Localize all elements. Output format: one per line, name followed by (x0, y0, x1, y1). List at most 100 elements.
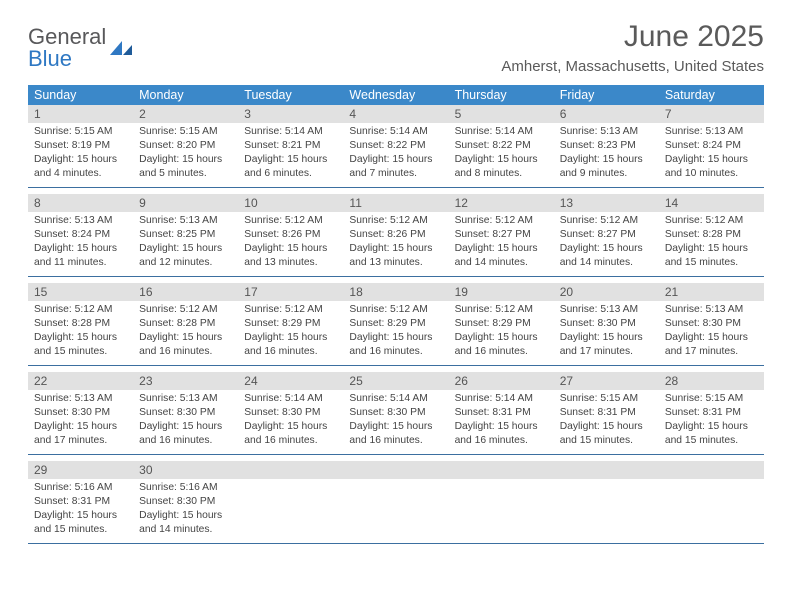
day-number: 27 (554, 372, 659, 390)
sunset-line: Sunset: 8:23 PM (560, 139, 653, 153)
daylight-line: Daylight: 15 hours and 16 minutes. (455, 420, 548, 448)
dow-cell: Saturday (659, 85, 764, 105)
sunrise-line: Sunrise: 5:12 AM (455, 214, 548, 228)
day-body: Sunrise: 5:13 AMSunset: 8:24 PMDaylight:… (28, 212, 133, 276)
day-of-week-header: SundayMondayTuesdayWednesdayThursdayFrid… (28, 85, 764, 105)
day-cell: 7Sunrise: 5:13 AMSunset: 8:24 PMDaylight… (659, 105, 764, 187)
day-body: Sunrise: 5:16 AMSunset: 8:30 PMDaylight:… (133, 479, 238, 543)
sunrise-line: Sunrise: 5:12 AM (244, 303, 337, 317)
day-number: 16 (133, 283, 238, 301)
day-body: Sunrise: 5:13 AMSunset: 8:23 PMDaylight:… (554, 123, 659, 187)
sunset-line: Sunset: 8:29 PM (349, 317, 442, 331)
sunset-line: Sunset: 8:30 PM (34, 406, 127, 420)
sunset-line: Sunset: 8:21 PM (244, 139, 337, 153)
daylight-line: Daylight: 15 hours and 15 minutes. (34, 331, 127, 359)
day-number: 29 (28, 461, 133, 479)
day-body: Sunrise: 5:12 AMSunset: 8:29 PMDaylight:… (343, 301, 448, 365)
sunrise-line: Sunrise: 5:14 AM (455, 125, 548, 139)
sunrise-line: Sunrise: 5:15 AM (560, 392, 653, 406)
day-body: Sunrise: 5:14 AMSunset: 8:21 PMDaylight:… (238, 123, 343, 187)
dow-cell: Wednesday (343, 85, 448, 105)
day-cell: 5Sunrise: 5:14 AMSunset: 8:22 PMDaylight… (449, 105, 554, 187)
day-number: 7 (659, 105, 764, 123)
day-body: Sunrise: 5:13 AMSunset: 8:30 PMDaylight:… (28, 390, 133, 454)
sunset-line: Sunset: 8:30 PM (139, 495, 232, 509)
day-cell (343, 461, 448, 543)
day-body: Sunrise: 5:15 AMSunset: 8:31 PMDaylight:… (659, 390, 764, 454)
daylight-line: Daylight: 15 hours and 13 minutes. (349, 242, 442, 270)
week-row: 15Sunrise: 5:12 AMSunset: 8:28 PMDayligh… (28, 283, 764, 366)
day-number: 17 (238, 283, 343, 301)
day-cell (449, 461, 554, 543)
day-cell: 3Sunrise: 5:14 AMSunset: 8:21 PMDaylight… (238, 105, 343, 187)
sunrise-line: Sunrise: 5:14 AM (349, 392, 442, 406)
daylight-line: Daylight: 15 hours and 16 minutes. (139, 331, 232, 359)
week-row: 1Sunrise: 5:15 AMSunset: 8:19 PMDaylight… (28, 105, 764, 188)
daylight-line: Daylight: 15 hours and 17 minutes. (560, 331, 653, 359)
daylight-line: Daylight: 15 hours and 17 minutes. (34, 420, 127, 448)
day-number: 1 (28, 105, 133, 123)
sunset-line: Sunset: 8:22 PM (349, 139, 442, 153)
location-text: Amherst, Massachusetts, United States (501, 58, 764, 75)
sunrise-line: Sunrise: 5:13 AM (139, 392, 232, 406)
sunrise-line: Sunrise: 5:13 AM (34, 392, 127, 406)
sunset-line: Sunset: 8:22 PM (455, 139, 548, 153)
day-number (659, 461, 764, 479)
day-number: 10 (238, 194, 343, 212)
daylight-line: Daylight: 15 hours and 16 minutes. (349, 331, 442, 359)
day-number (554, 461, 659, 479)
day-body: Sunrise: 5:12 AMSunset: 8:28 PMDaylight:… (659, 212, 764, 276)
sunrise-line: Sunrise: 5:15 AM (665, 392, 758, 406)
sunset-line: Sunset: 8:31 PM (665, 406, 758, 420)
sunrise-line: Sunrise: 5:12 AM (244, 214, 337, 228)
sunrise-line: Sunrise: 5:13 AM (560, 125, 653, 139)
sunset-line: Sunset: 8:31 PM (34, 495, 127, 509)
day-number: 20 (554, 283, 659, 301)
sunrise-line: Sunrise: 5:12 AM (665, 214, 758, 228)
sunrise-line: Sunrise: 5:16 AM (139, 481, 232, 495)
day-body: Sunrise: 5:12 AMSunset: 8:26 PMDaylight:… (238, 212, 343, 276)
header: General Blue June 2025 Amherst, Massachu… (28, 20, 764, 75)
sunset-line: Sunset: 8:31 PM (560, 406, 653, 420)
day-number: 15 (28, 283, 133, 301)
day-cell: 19Sunrise: 5:12 AMSunset: 8:29 PMDayligh… (449, 283, 554, 365)
day-cell: 6Sunrise: 5:13 AMSunset: 8:23 PMDaylight… (554, 105, 659, 187)
day-number: 22 (28, 372, 133, 390)
logo-text: General Blue (28, 26, 106, 70)
weeks-container: 1Sunrise: 5:15 AMSunset: 8:19 PMDaylight… (28, 105, 764, 544)
daylight-line: Daylight: 15 hours and 12 minutes. (139, 242, 232, 270)
day-cell: 26Sunrise: 5:14 AMSunset: 8:31 PMDayligh… (449, 372, 554, 454)
daylight-line: Daylight: 15 hours and 8 minutes. (455, 153, 548, 181)
sunset-line: Sunset: 8:20 PM (139, 139, 232, 153)
sunset-line: Sunset: 8:28 PM (665, 228, 758, 242)
day-body: Sunrise: 5:14 AMSunset: 8:30 PMDaylight:… (343, 390, 448, 454)
sunrise-line: Sunrise: 5:12 AM (560, 214, 653, 228)
week-row: 8Sunrise: 5:13 AMSunset: 8:24 PMDaylight… (28, 194, 764, 277)
day-body: Sunrise: 5:12 AMSunset: 8:28 PMDaylight:… (133, 301, 238, 365)
day-cell: 15Sunrise: 5:12 AMSunset: 8:28 PMDayligh… (28, 283, 133, 365)
daylight-line: Daylight: 15 hours and 17 minutes. (665, 331, 758, 359)
day-cell: 27Sunrise: 5:15 AMSunset: 8:31 PMDayligh… (554, 372, 659, 454)
page-title: June 2025 (501, 20, 764, 54)
sunset-line: Sunset: 8:28 PM (139, 317, 232, 331)
day-body: Sunrise: 5:15 AMSunset: 8:31 PMDaylight:… (554, 390, 659, 454)
logo-sail-icon (108, 39, 134, 57)
daylight-line: Daylight: 15 hours and 13 minutes. (244, 242, 337, 270)
day-body: Sunrise: 5:14 AMSunset: 8:22 PMDaylight:… (449, 123, 554, 187)
day-number: 24 (238, 372, 343, 390)
daylight-line: Daylight: 15 hours and 14 minutes. (455, 242, 548, 270)
day-cell: 16Sunrise: 5:12 AMSunset: 8:28 PMDayligh… (133, 283, 238, 365)
day-cell: 29Sunrise: 5:16 AMSunset: 8:31 PMDayligh… (28, 461, 133, 543)
day-body: Sunrise: 5:12 AMSunset: 8:28 PMDaylight:… (28, 301, 133, 365)
day-body: Sunrise: 5:15 AMSunset: 8:19 PMDaylight:… (28, 123, 133, 187)
sunset-line: Sunset: 8:27 PM (560, 228, 653, 242)
sunrise-line: Sunrise: 5:12 AM (349, 214, 442, 228)
sunset-line: Sunset: 8:19 PM (34, 139, 127, 153)
day-number: 14 (659, 194, 764, 212)
day-body: Sunrise: 5:13 AMSunset: 8:30 PMDaylight:… (659, 301, 764, 365)
day-number: 4 (343, 105, 448, 123)
day-cell: 24Sunrise: 5:14 AMSunset: 8:30 PMDayligh… (238, 372, 343, 454)
sunrise-line: Sunrise: 5:13 AM (139, 214, 232, 228)
sunset-line: Sunset: 8:27 PM (455, 228, 548, 242)
day-cell: 10Sunrise: 5:12 AMSunset: 8:26 PMDayligh… (238, 194, 343, 276)
